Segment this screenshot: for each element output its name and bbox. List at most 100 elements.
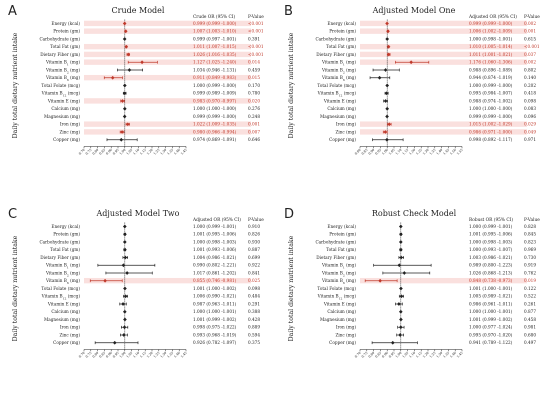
- significance-band: [84, 277, 251, 284]
- or-ci-text: 1.176 (1.060 -1.306): [469, 60, 513, 65]
- forest-row: Calcium (mg) 1.000 (1.000 -1.001) 0.877: [327, 309, 536, 314]
- row-label: Total Folate (mcg): [41, 286, 80, 291]
- or-point-estimate: [399, 294, 404, 299]
- forest-row: Dietary Fiber (gm) 1.003 (0.986 -1.021) 0.…: [316, 255, 536, 260]
- forest-row: Zinc (mg) 0.986 (0.971 -1.000) 0.049: [335, 129, 536, 134]
- or-point-estimate: [123, 286, 127, 291]
- x-tick-label: 1.00: [119, 148, 127, 156]
- p-value-text: 0.001: [248, 122, 260, 127]
- x-tick-label: 0.75: [361, 351, 369, 359]
- forest-row: Iron (mg) 1.015 (1.002 -1.029) 0.029: [336, 122, 536, 127]
- x-tick-label: 0.70: [354, 351, 362, 359]
- p-value-text: 0.877: [524, 309, 536, 314]
- significance-bands: [84, 277, 251, 284]
- or-point-estimate: [123, 294, 128, 299]
- row-label: Zinc (mg): [59, 129, 80, 134]
- or-ci-text: 1.011 (1.001 -1.021): [469, 52, 513, 57]
- or-ci-text: 0.944 (0.874 -1.019): [469, 75, 513, 80]
- p-value-text: 0.202: [524, 83, 536, 88]
- row-label: Zinc (mg): [335, 129, 356, 134]
- x-tick-label: 1.05: [401, 351, 409, 359]
- row-label: Total Fat (gm): [326, 44, 356, 49]
- or-ci-text: 1.000 (1.000 -1.001): [193, 309, 237, 314]
- x-tick-label: 1.25: [429, 351, 437, 359]
- forest-row: Vitamin B1 (mg) 0.990 (0.802 -1.221) 0.922: [45, 263, 260, 270]
- or-ci-text: 0.989 (0.800 -1.223): [469, 263, 513, 268]
- row-label: Magnesium (mg): [320, 317, 356, 322]
- forest-row: Calcium (mg) 1.000 (1.000 -1.001) 0.388: [51, 309, 260, 314]
- or-ci-text: 1.022 (1.009 -1.035): [193, 122, 237, 127]
- p-value-text: 0.919: [524, 263, 536, 268]
- p-value-text: 0.522: [524, 294, 536, 299]
- p-value-text: 0.098: [248, 286, 260, 291]
- forest-row: Carbohydrate (gm) 0.999 (0.997 -1.001) 0.3…: [39, 36, 260, 41]
- p-value-column-header: P-Value: [248, 218, 264, 223]
- x-tick-label: 0.75: [85, 351, 93, 359]
- row-label: Magnesium (mg): [320, 114, 356, 119]
- or-ci-text: 1.006 (1.002 -1.009): [469, 29, 513, 34]
- row-label: Calcium (mg): [51, 309, 80, 314]
- y-axis-label: Daily total dietary nutrient intake: [12, 32, 19, 138]
- p-value-text: 0.276: [248, 106, 260, 111]
- row-label: Iron (mg): [336, 122, 356, 127]
- forest-row: Vitamin B1 (mg) 1.176 (1.060 -1.306) 0.002: [321, 60, 536, 67]
- significance-band: [360, 28, 527, 34]
- x-tick-label: 0.95: [388, 351, 396, 359]
- p-value-text: 0.459: [248, 67, 260, 72]
- or-point-estimate: [120, 130, 124, 134]
- p-value-text: 0.096: [524, 114, 536, 119]
- significance-band: [84, 28, 251, 34]
- x-tick-label: 0.95: [112, 351, 120, 359]
- p-value-text: 0.730: [524, 255, 536, 260]
- significance-band: [84, 129, 251, 135]
- p-value-text: 0.646: [248, 137, 260, 142]
- panel-d: D Robust Check Model Daily total dietary n…: [284, 207, 540, 359]
- x-tick-label: 0.70: [78, 148, 86, 156]
- or-ci-text: 1.001 (0.999 -1.002): [469, 317, 513, 322]
- or-point-estimate: [397, 302, 401, 306]
- forest-row: Vitamin B2 (mg) 1.026 (0.868 -1.213) 0.762: [321, 270, 536, 277]
- row-label: Vitamin B2 (mg): [45, 270, 80, 277]
- significance-band: [360, 43, 527, 50]
- or-point-estimate: [398, 333, 402, 337]
- p-value-text: 0.823: [524, 239, 536, 244]
- forest-row: Protein (gm) 1.001 (0.995 -1.006) 0.845: [329, 232, 536, 237]
- or-ci-text: 0.983 (0.970 -0.997): [193, 98, 237, 103]
- forest-row: Vitamin B2 (mg) 1.017 (0.861 -1.202) 0.841: [45, 270, 260, 277]
- p-value-text: 0.015: [248, 75, 260, 80]
- x-tick-label: 1.35: [166, 351, 174, 359]
- significance-band: [84, 121, 251, 127]
- or-point-estimate: [398, 240, 403, 244]
- p-value-text: 0.122: [524, 286, 536, 291]
- or-ci-text: 1.026 (0.868 -1.213): [469, 270, 513, 275]
- forest-row: Iron (mg) 1.022 (1.009 -1.035) 0.001: [60, 122, 260, 127]
- p-value-text: 0.802: [524, 67, 536, 72]
- row-label: Vitamin B6 (mg): [45, 278, 80, 285]
- or-ci-text: 1.007 (1.003 -1.010): [193, 29, 237, 34]
- y-axis-label: Daily total dietary nutrient intake: [12, 235, 19, 341]
- p-value-column-header: P-Value: [524, 218, 540, 223]
- or-ci-text: 0.926 (0.782 -1.097): [193, 340, 237, 345]
- or-point-estimate: [409, 60, 413, 65]
- or-ci-text: 0.999 (0.997 -1.001): [193, 36, 237, 41]
- p-value-text: 0.002: [524, 60, 536, 65]
- or-point-estimate: [398, 247, 403, 252]
- or-point-estimate: [140, 60, 144, 65]
- x-axis: 0.700.750.800.850.900.951.001.051.101.15…: [78, 146, 188, 156]
- or-ci-text: 1.001 (0.995 -1.006): [469, 232, 513, 237]
- panel-title: Crude Model: [112, 6, 165, 15]
- or-ci-text: 1.127 (1.025 -1.240): [193, 60, 237, 65]
- x-tick-label: 1.30: [159, 351, 167, 359]
- forest-row: Vitamin B6 (mg) 0.855 (0.746 -0.981) 0.025: [45, 278, 260, 285]
- forest-row: Total Folate (mcg) 1.000 (0.999 -1.000) 0.…: [317, 83, 536, 88]
- significance-bands: [360, 277, 527, 284]
- or-ci-text: 1.011 (1.007 -1.015): [193, 44, 237, 49]
- or-point-estimate: [122, 106, 127, 111]
- or-ci-text: 0.995 (0.970 -1.020): [469, 332, 513, 337]
- p-value-text: 0.841: [248, 270, 260, 275]
- x-tick-label: 1.50: [449, 148, 457, 156]
- x-tick-label: 1.00: [395, 351, 403, 359]
- forest-row: Energy (kcal) 0.999 (0.999 -1.000) <0.001: [51, 21, 263, 26]
- row-label: Protein (gm): [329, 29, 356, 34]
- p-value-text: 0.002: [524, 21, 536, 26]
